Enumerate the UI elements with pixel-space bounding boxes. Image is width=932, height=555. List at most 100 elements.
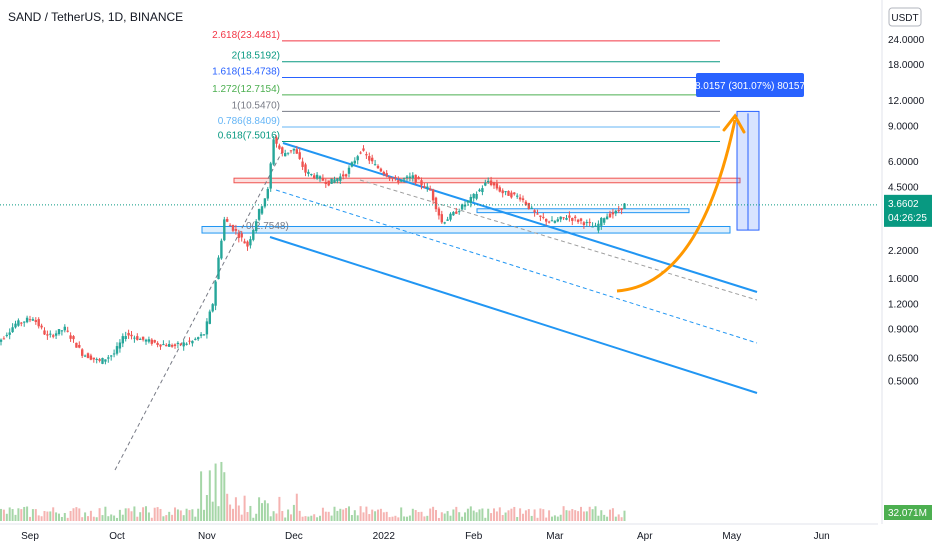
candle-body: [104, 359, 107, 362]
candle-body: [408, 176, 412, 179]
candle-body: [54, 333, 58, 336]
candle-body: [165, 344, 168, 347]
volume-bar: [197, 508, 200, 521]
volume-bar: [52, 507, 55, 521]
candle-body: [295, 149, 298, 154]
time-tick-label: Apr: [637, 531, 653, 542]
candle-body: [562, 217, 565, 219]
candle-body: [144, 339, 148, 342]
volume-bar: [165, 515, 168, 521]
volume-bar: [443, 513, 446, 521]
volume-bar: [63, 512, 66, 521]
volume-bar: [342, 509, 345, 521]
symbol-title: SAND / TetherUS, 1D, BINANCE: [8, 10, 184, 24]
volume-bar: [252, 517, 255, 521]
volume-bar: [336, 510, 339, 521]
volume-bar: [46, 511, 49, 521]
candle-body: [182, 342, 185, 347]
candle-body: [223, 219, 226, 241]
volume-bar: [162, 516, 165, 521]
volume-bar: [394, 515, 397, 521]
candle-body: [307, 171, 310, 174]
candle-body: [353, 160, 356, 164]
currency-badge: [888, 7, 922, 27]
volume-bar: [382, 512, 385, 521]
volume-bar: [203, 509, 205, 521]
fib-label: 1(10.5470): [232, 100, 280, 111]
volume-bar: [385, 511, 388, 521]
fib-label: 2.618(23.4481): [212, 30, 280, 41]
volume-bar: [582, 511, 585, 521]
candle-body: [466, 200, 470, 203]
volume-bar: [226, 493, 229, 521]
volume-bar: [14, 514, 17, 521]
price-tick-label: 0.9000: [888, 325, 919, 336]
candle-body: [539, 215, 542, 217]
candle-body: [458, 211, 461, 213]
candle-layer: [0, 135, 626, 365]
candle-body: [98, 359, 101, 361]
volume-bar: [266, 503, 269, 521]
volume-bar: [507, 510, 510, 521]
candle-body: [385, 173, 388, 177]
volume-bar: [20, 509, 23, 521]
volume-bar: [130, 511, 133, 521]
candle-body: [443, 222, 446, 224]
volume-bar: [565, 510, 568, 521]
volume-bar: [89, 510, 92, 521]
volume-bar: [516, 516, 519, 521]
candle-body: [176, 342, 180, 344]
candle-body: [614, 210, 617, 214]
volume-bar: [580, 506, 582, 521]
volume-bar: [255, 513, 258, 521]
candle-body: [292, 148, 296, 151]
candle-body: [579, 218, 583, 221]
candle-body: [350, 162, 354, 167]
volume-bar: [220, 461, 223, 521]
fib-label: 2(18.5192): [232, 51, 280, 62]
volume-bar: [191, 509, 194, 521]
volume-bar: [353, 510, 356, 521]
volume-bar: [498, 507, 501, 521]
candle-body: [330, 178, 333, 184]
volume-bar: [464, 512, 466, 521]
candle-body: [37, 319, 40, 327]
volume-bar: [234, 497, 237, 521]
candle-body: [11, 327, 14, 333]
candle-body: [365, 154, 368, 156]
candle-body: [75, 342, 78, 348]
price-tick-label: 1.6000: [888, 274, 919, 285]
volume-bar: [411, 508, 414, 521]
time-tick-label: Dec: [285, 531, 303, 542]
candle-body: [495, 183, 499, 189]
candle-body: [170, 345, 174, 347]
candle-body: [130, 334, 133, 337]
volume-bar: [66, 517, 69, 521]
candle-body: [336, 178, 339, 182]
volume-bar: [551, 516, 553, 521]
candle-body: [208, 311, 211, 324]
time-tick-label: Oct: [109, 531, 125, 542]
volume-bar: [510, 508, 513, 521]
volume-bar: [2, 509, 5, 521]
candle-body: [344, 174, 348, 177]
candle-body: [228, 225, 232, 227]
fib-label: 1.272(12.7154): [212, 84, 280, 95]
candle-body: [52, 335, 55, 337]
volume-bar: [495, 511, 498, 521]
volume-bar: [200, 471, 203, 521]
candle-body: [188, 340, 191, 342]
candle-body: [185, 343, 188, 345]
volume-bar: [524, 510, 527, 521]
volume-bar: [72, 508, 75, 521]
volume-bar: [217, 506, 220, 521]
candle-body: [49, 333, 52, 335]
candle-body: [469, 196, 472, 203]
candle-body: [240, 233, 243, 238]
volume-bar: [556, 516, 559, 521]
volume-bar: [258, 497, 261, 521]
volume-bar: [29, 516, 31, 521]
volume-bar: [275, 513, 278, 521]
candle-body: [487, 180, 490, 183]
volume-bar: [92, 516, 95, 521]
